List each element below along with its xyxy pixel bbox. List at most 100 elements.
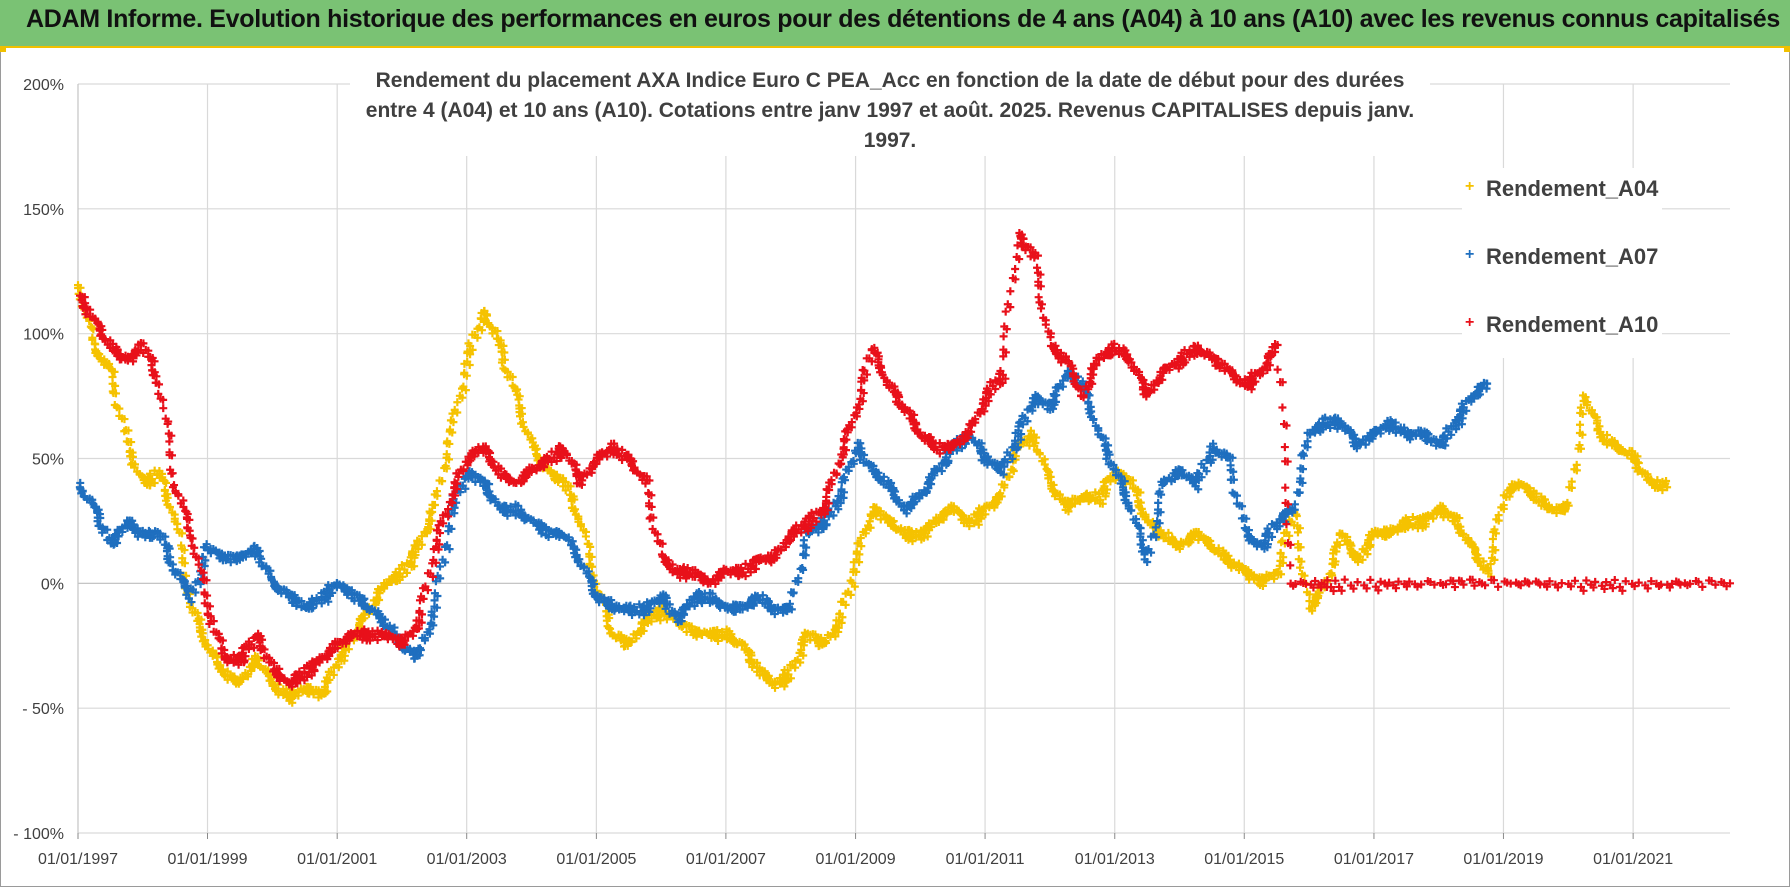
- data-point: [1576, 403, 1585, 412]
- data-point: [799, 536, 808, 545]
- data-point: [856, 534, 865, 543]
- data-point: [325, 675, 334, 684]
- data-point: [458, 393, 467, 402]
- data-point: [218, 665, 227, 674]
- data-point: [1098, 499, 1107, 508]
- data-point: [1582, 400, 1591, 409]
- data-point: [344, 645, 353, 654]
- data-point: [1293, 528, 1302, 537]
- series-rendement-a04: [74, 281, 1672, 707]
- data-point: [1297, 557, 1306, 566]
- banner-corner-left: [0, 46, 6, 52]
- data-point: [223, 675, 232, 684]
- data-point: [462, 371, 471, 380]
- data-point: [1332, 547, 1341, 556]
- data-point: [108, 372, 117, 381]
- legend-label-a07: Rendement_A07: [1486, 244, 1659, 269]
- data-point: [1488, 534, 1497, 543]
- data-point: [329, 670, 338, 679]
- data-point: [927, 523, 936, 532]
- data-point: [532, 444, 541, 453]
- data-point: [159, 404, 168, 413]
- data-point: [1006, 287, 1015, 296]
- data-point: [161, 496, 170, 505]
- y-tick-label: 150%: [23, 202, 64, 219]
- data-point: [1358, 555, 1367, 564]
- data-point: [397, 561, 406, 570]
- data-point: [835, 460, 844, 469]
- series-rendement-a07: [75, 367, 1492, 663]
- data-point: [1011, 265, 1020, 274]
- data-point: [120, 415, 129, 424]
- banner-corner-right: [1784, 46, 1790, 52]
- data-point: [993, 495, 1002, 504]
- data-point: [238, 673, 247, 682]
- data-point: [453, 398, 462, 407]
- x-axis-ticks: 01/01/1997 01/01/1999 01/01/2001 01/01/2003…: [38, 851, 1673, 868]
- data-point: [468, 345, 477, 354]
- data-point: [1467, 538, 1476, 547]
- data-point: [865, 517, 874, 526]
- data-point: [1603, 430, 1612, 439]
- data-point: [1136, 488, 1145, 497]
- y-axis-ticks: 200%150%100%50%0%- 50%- 100%: [13, 77, 64, 843]
- data-point: [234, 679, 243, 688]
- data-point: [429, 501, 438, 510]
- data-point: [718, 627, 727, 636]
- y-tick-label: - 50%: [22, 701, 64, 718]
- data-point: [1575, 441, 1584, 450]
- legend-marker-a04: +: [1465, 178, 1475, 195]
- data-point: [1128, 476, 1137, 485]
- data-point: [201, 556, 210, 565]
- data-point: [958, 511, 967, 520]
- data-point: [1354, 557, 1362, 566]
- data-point: [444, 455, 453, 464]
- data-point: [585, 552, 594, 561]
- data-point: [373, 593, 382, 602]
- data-point: [1331, 557, 1340, 566]
- data-point: [662, 615, 671, 624]
- data-point: [1587, 406, 1596, 415]
- data-point: [570, 495, 579, 504]
- data-point: [110, 367, 119, 376]
- data-point: [923, 532, 932, 541]
- data-point: [942, 510, 951, 519]
- data-point: [523, 428, 532, 437]
- data-point: [786, 674, 795, 683]
- y-tick-label: 200%: [23, 77, 64, 94]
- data-point: [196, 580, 205, 589]
- data-point: [831, 632, 840, 641]
- data-point: [191, 588, 200, 597]
- data-point: [632, 634, 641, 643]
- legend-label-a10: Rendement_A10: [1486, 312, 1659, 337]
- data-point: [515, 412, 524, 421]
- data-point: [226, 558, 235, 567]
- data-point: [780, 682, 789, 691]
- data-point: [1273, 365, 1282, 374]
- data-point: [1295, 524, 1304, 533]
- data-point: [1491, 546, 1500, 555]
- data-point: [1286, 561, 1295, 570]
- data-point: [441, 461, 450, 470]
- x-tick-label: 01/01/2015: [1204, 851, 1284, 868]
- data-point: [124, 426, 133, 435]
- data-point: [1296, 563, 1305, 572]
- data-point: [965, 522, 974, 531]
- data-point: [411, 550, 420, 559]
- data-point: [96, 514, 105, 522]
- data-point: [213, 652, 222, 661]
- data-point: [846, 590, 855, 599]
- data-point: [855, 558, 864, 567]
- data-point: [1300, 571, 1309, 580]
- data-point: [1000, 483, 1009, 492]
- data-point: [167, 469, 176, 478]
- data-point: [127, 438, 136, 447]
- x-tick-label: 01/01/2011: [946, 851, 1025, 868]
- data-point: [500, 355, 509, 364]
- data-point: [1164, 528, 1173, 537]
- data-point: [518, 418, 527, 427]
- data-point: [508, 373, 517, 382]
- y-tick-label: - 100%: [13, 826, 64, 843]
- data-point: [1421, 519, 1430, 528]
